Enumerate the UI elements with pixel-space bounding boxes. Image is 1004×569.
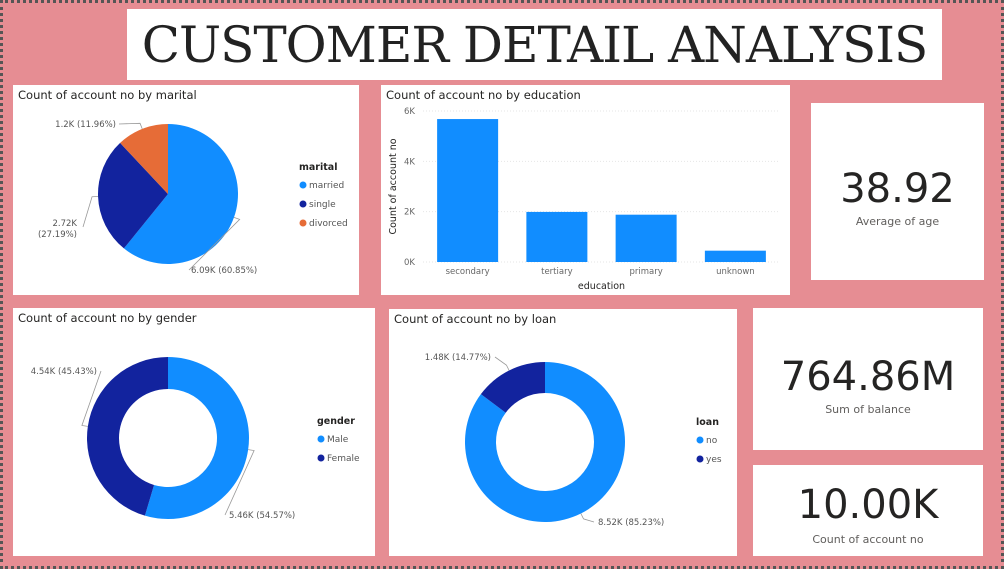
education-chart-title: Count of account no by education xyxy=(386,88,581,102)
dashboard-title-box: CUSTOMER DETAIL ANALYSIS xyxy=(127,9,942,80)
marital-legend-title: marital xyxy=(299,162,337,173)
marital-legend-marker-single xyxy=(299,200,307,208)
education-bar-panel[interactable]: Count of account no by education 0K 2K 4K 6… xyxy=(381,85,790,295)
marital-pie-panel[interactable]: Count of account no by marital 6.09K (60… xyxy=(13,85,359,295)
marital-legend-item-divorced: divorced xyxy=(309,219,348,229)
gender-legend-item-female: Female xyxy=(327,454,360,464)
education-xtick-unknown: unknown xyxy=(716,267,755,277)
gender-data-label-male: 5.46K (54.57%) xyxy=(229,511,295,521)
education-xtick-primary: primary xyxy=(629,267,662,277)
gender-legend-item-male: Male xyxy=(327,435,349,445)
marital-legend-marker-divorced xyxy=(299,219,307,227)
loan-donut-chart: 8.52K (85.23%) 1.48K (14.77%) loan no yes xyxy=(425,353,722,528)
marital-legend-marker-married xyxy=(299,181,307,189)
marital-data-label-single: 2.72K xyxy=(53,219,78,229)
marital-legend-item-single: single xyxy=(309,200,336,210)
kpi-count-label: Count of account no xyxy=(812,533,924,546)
marital-slice-single xyxy=(98,142,168,249)
gender-slice-male xyxy=(144,357,249,519)
education-ytick-4K: 4K xyxy=(404,157,415,167)
kpi-balance-value: 764.86M xyxy=(780,354,956,400)
loan-legend-marker-no xyxy=(696,436,704,444)
loan-data-label-yes: 1.48K (14.77%) xyxy=(425,353,491,363)
education-bar-primary xyxy=(615,214,677,262)
gender-donut-chart: 5.46K (54.57%) 4.54K (45.43%) gender Male Fe… xyxy=(31,357,360,521)
gender-legend-marker-female xyxy=(317,454,325,462)
loan-leader-no xyxy=(580,513,595,523)
gender-legend-marker-male xyxy=(317,435,325,443)
marital-leader-single xyxy=(82,196,99,228)
loan-donut-panel[interactable]: Count of account no by loan 8.52K (85.23… xyxy=(389,309,737,556)
gender-legend-title: gender xyxy=(317,416,355,427)
loan-data-label-no: 8.52K (85.23%) xyxy=(598,518,664,528)
kpi-card-count[interactable]: 10.00K Count of account no xyxy=(753,465,983,556)
loan-slice-yes xyxy=(480,362,545,413)
loan-legend-title: loan xyxy=(696,417,719,428)
education-xtick-secondary: secondary xyxy=(446,267,490,277)
education-y-axis-title: Count of account no xyxy=(388,138,399,234)
gender-donut-panel[interactable]: Count of account no by gender 5.46K (54.… xyxy=(13,308,375,556)
kpi-balance-label: Sum of balance xyxy=(825,403,911,416)
loan-legend-item-yes: yes xyxy=(706,455,722,465)
marital-slice-divorced xyxy=(120,124,168,194)
loan-slice-no xyxy=(465,362,625,522)
education-bar-chart: 0K 2K 4K 6K secondary tertiary primary unknown e… xyxy=(388,107,780,292)
loan-legend-marker-yes xyxy=(696,455,704,463)
gender-leader-female xyxy=(81,370,102,427)
kpi-card-balance[interactable]: 764.86M Sum of balance xyxy=(753,308,983,450)
education-bar-tertiary xyxy=(526,211,588,262)
education-ytick-2K: 2K xyxy=(404,208,415,218)
education-bar-secondary xyxy=(437,119,499,262)
marital-data-label-married: 6.09K (60.85%) xyxy=(191,266,257,276)
marital-data-label-divorced: 1.2K (11.96%) xyxy=(55,120,116,130)
marital-data-label-single: (27.19%) xyxy=(38,230,77,240)
kpi-age-label: Average of age xyxy=(855,215,940,228)
education-x-axis-title: education xyxy=(578,281,625,292)
loan-legend-item-no: no xyxy=(706,436,718,446)
education-ytick-6K: 6K xyxy=(404,107,415,117)
loan-chart-title: Count of account no by loan xyxy=(394,312,557,326)
gender-chart-title: Count of account no by gender xyxy=(18,311,197,325)
gender-data-label-female: 4.54K (45.43%) xyxy=(31,367,97,377)
marital-leader-divorced xyxy=(118,122,143,130)
education-ytick-0K: 0K xyxy=(404,258,415,268)
marital-pie-chart: 6.09K (60.85%) 2.72K(27.19%) 1.2K (11.96%)… xyxy=(38,120,348,276)
kpi-age-value: 38.92 xyxy=(840,166,955,212)
marital-chart-title: Count of account no by marital xyxy=(18,88,197,102)
gender-leader-male xyxy=(224,449,255,516)
marital-leader-married xyxy=(188,217,241,271)
education-bar-unknown xyxy=(704,250,766,262)
loan-leader-yes xyxy=(494,356,510,371)
education-xtick-tertiary: tertiary xyxy=(541,267,573,277)
dashboard-title: CUSTOMER DETAIL ANALYSIS xyxy=(141,15,929,74)
marital-slice-married xyxy=(123,124,238,264)
kpi-count-value: 10.00K xyxy=(797,482,939,528)
gender-slice-female xyxy=(86,357,168,516)
kpi-card-age[interactable]: 38.92 Average of age xyxy=(811,103,984,280)
marital-legend-item-married: married xyxy=(309,181,344,191)
